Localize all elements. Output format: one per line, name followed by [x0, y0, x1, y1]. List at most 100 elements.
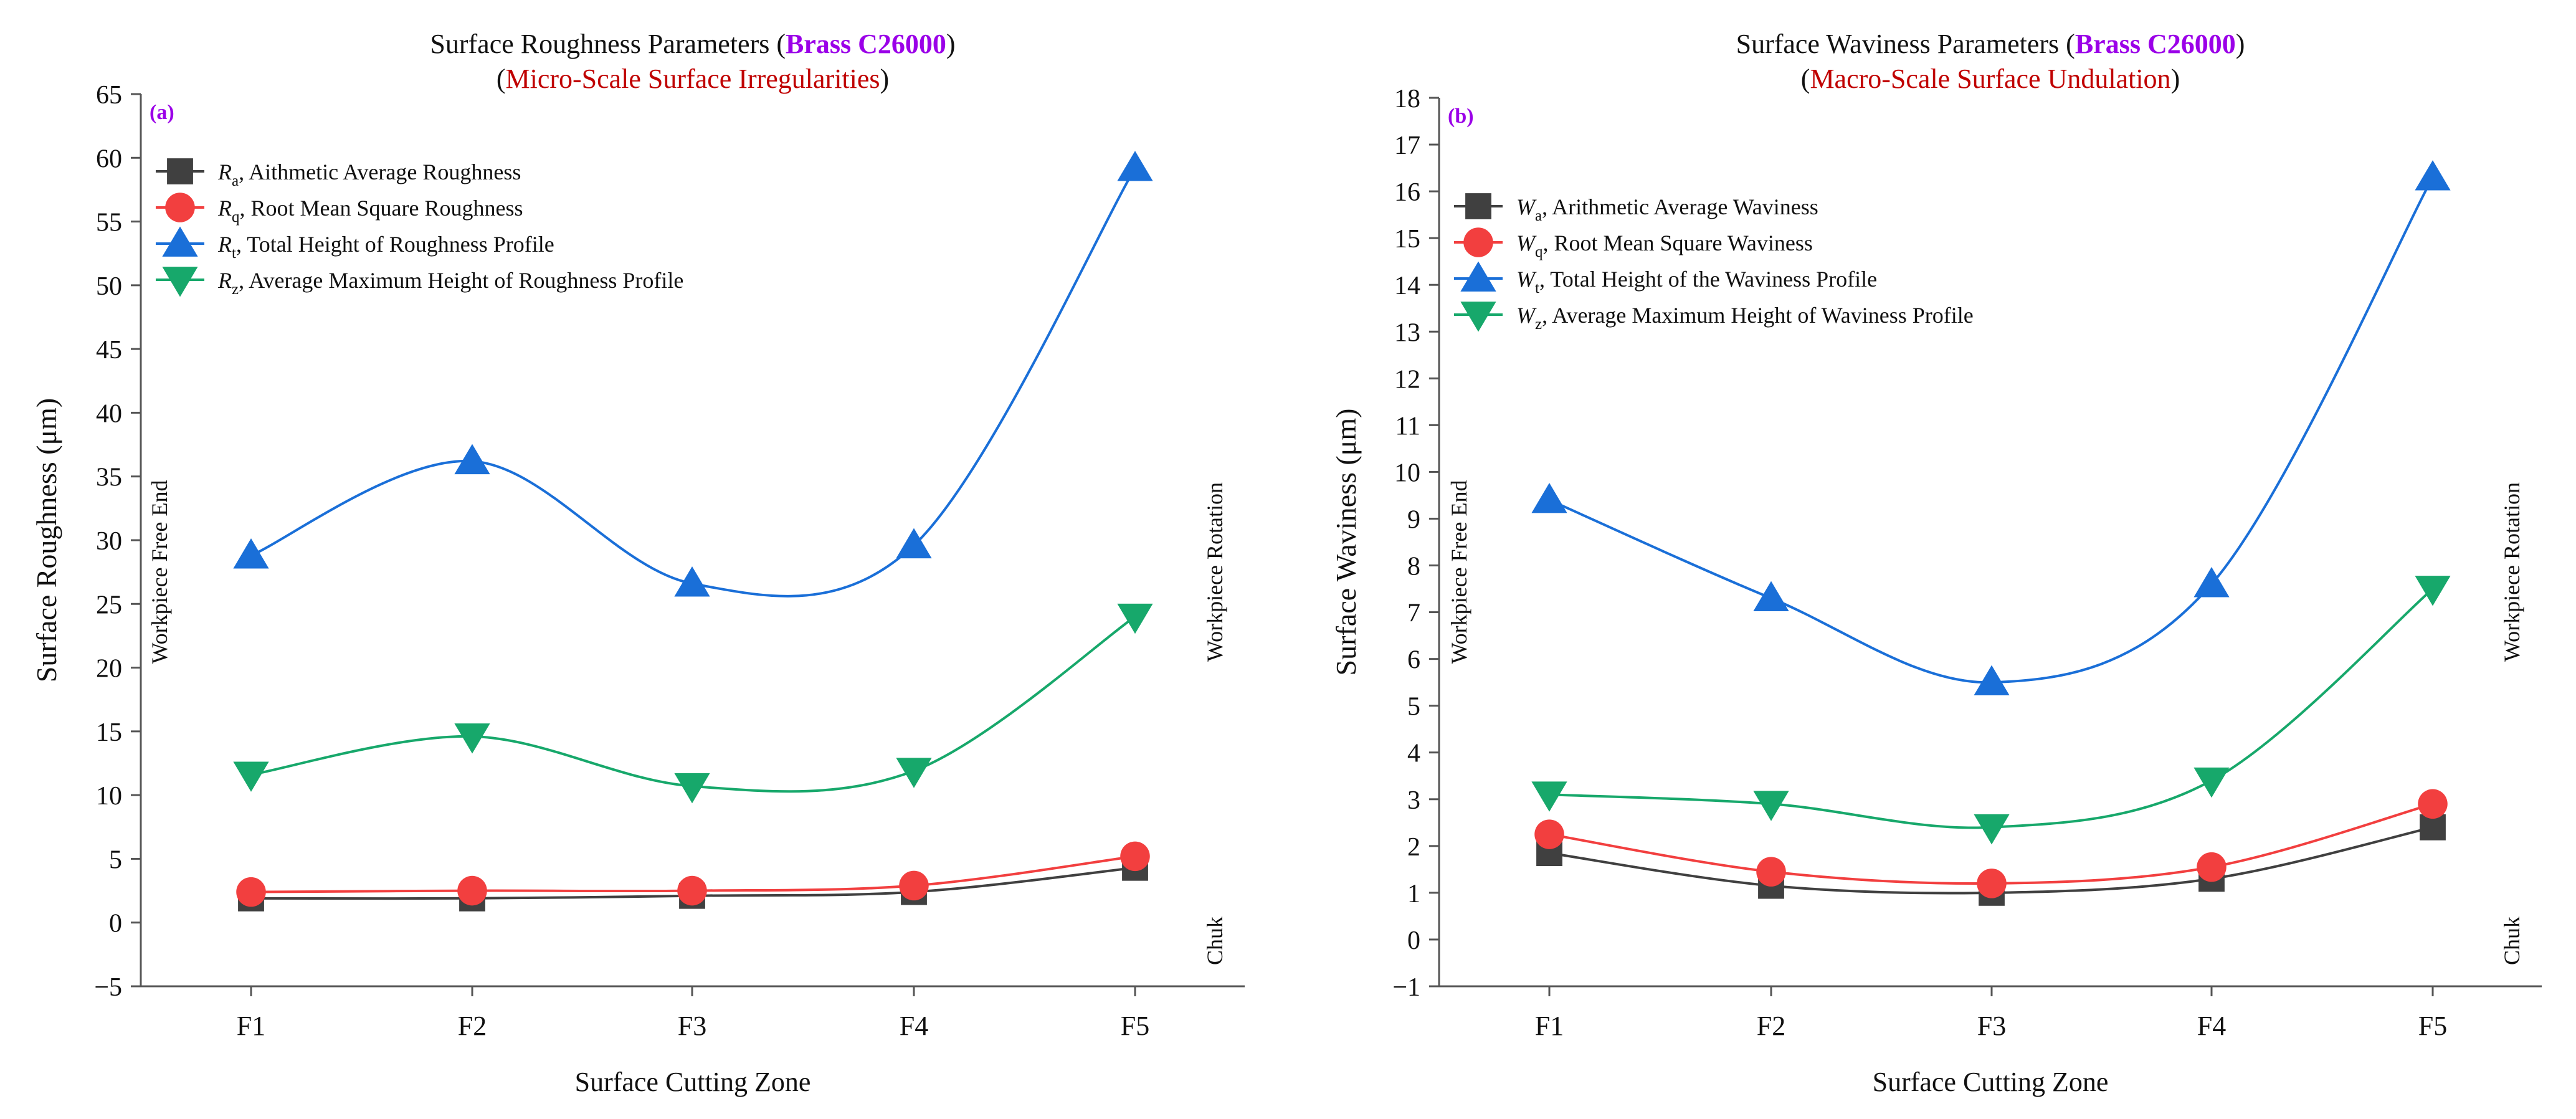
legend-name: , Total Height of the Waviness Profile: [1539, 267, 1877, 292]
legend-marker: [162, 267, 198, 297]
legend-name: , Root Mean Square Roughness: [240, 196, 523, 221]
data-point: [896, 758, 932, 788]
legend-subscript: z: [1535, 316, 1542, 333]
chart-subtitle: (Macro-Scale Surface Undulation): [1801, 64, 2180, 94]
series-line: [1549, 176, 2434, 684]
y-tick-label: 50: [96, 272, 122, 301]
y-tick-label: −1: [1392, 973, 1420, 1002]
y-tick-label: 18: [1394, 85, 1420, 113]
data-point: [1977, 869, 2007, 898]
x-tick-label: F2: [1757, 1011, 1785, 1041]
x-tick-label: F4: [2197, 1011, 2226, 1041]
data-point: [2418, 789, 2448, 819]
data-point: [2193, 567, 2230, 598]
y-tick-label: 65: [96, 81, 122, 110]
y-tick-label: 5: [1407, 693, 1420, 721]
chart-title: Surface Waviness Parameters (Brass C2600…: [1736, 29, 2245, 59]
data-point: [2193, 767, 2230, 798]
y-tick-label: 13: [1394, 318, 1420, 347]
series-Wz: [1531, 576, 2451, 845]
side-label-rotation: Workpiece Rotation: [2499, 482, 2524, 662]
series-Rz: [233, 603, 1153, 804]
chart-panel-a: Surface Roughness Parameters (Brass C260…: [31, 29, 1245, 1097]
legend: Wa, Arithmetic Average Waviness Wq, Root …: [1454, 193, 1974, 333]
data-point: [1531, 482, 1567, 513]
data-point: [2415, 576, 2451, 606]
legend-item: Ra, Aithmetic Average Roughness: [156, 158, 521, 189]
y-tick-label: 1: [1407, 880, 1420, 908]
legend-item: Wa, Arithmetic Average Waviness: [1454, 193, 1818, 224]
legend-marker: [1465, 193, 1491, 219]
y-tick-label: 15: [1394, 225, 1420, 254]
y-tick-label: 9: [1407, 505, 1420, 534]
legend-subscript: z: [232, 281, 239, 298]
legend-subscript: q: [232, 209, 240, 226]
legend-symbol: W: [1516, 303, 1537, 328]
data-point: [1753, 581, 1789, 611]
y-tick-label: 16: [1394, 178, 1420, 207]
legend: Ra, Aithmetic Average Roughness Rq, Root …: [156, 158, 683, 298]
side-label-free-end: Workpiece Free End: [1447, 480, 1471, 664]
x-axis-label: Surface Cutting Zone: [1873, 1067, 2109, 1097]
legend-item: Wt, Total Height of the Waviness Profile: [1454, 261, 1877, 297]
data-point: [1974, 665, 2010, 696]
legend-subscript: a: [232, 173, 239, 189]
y-tick-label: 10: [96, 782, 122, 811]
legend-subscript: a: [1535, 207, 1542, 224]
side-label-chuk: Chuk: [1202, 917, 1227, 965]
x-tick-label: F5: [2418, 1011, 2447, 1041]
y-tick-label: 55: [96, 209, 122, 237]
y-tick-label: 11: [1395, 412, 1420, 440]
chart-title-prefix: Surface Roughness Parameters (: [430, 29, 786, 59]
legend-marker: [1460, 261, 1496, 292]
legend-marker: [165, 193, 195, 222]
legend-symbol: W: [1516, 267, 1537, 292]
chart-title: Surface Roughness Parameters (Brass C260…: [430, 29, 955, 59]
data-point: [677, 875, 707, 906]
y-tick-label: 17: [1394, 131, 1420, 160]
legend-symbol: W: [1516, 194, 1537, 219]
chart-title-prefix: Surface Waviness Parameters (: [1736, 29, 2075, 59]
chart-subtitle-prefix: (: [1801, 64, 1810, 94]
x-tick-label: F1: [237, 1011, 265, 1041]
y-tick-label: 45: [96, 336, 122, 364]
legend-label: Rq, Root Mean Square Roughness: [217, 196, 523, 226]
chart-subtitle-text: Micro-Scale Surface Irregularities: [505, 64, 880, 94]
y-tick-label: 20: [96, 655, 122, 683]
legend-subscript: q: [1535, 244, 1543, 260]
side-label-free-end: Workpiece Free End: [147, 480, 172, 664]
legend-label: Wq, Root Mean Square Waviness: [1516, 231, 1813, 260]
y-axis-label: Surface Roughness (μm): [31, 398, 62, 682]
legend-name: , Aithmetic Average Roughness: [239, 160, 521, 184]
legend-name: , Average Maximum Height of Roughness Pr…: [239, 268, 683, 293]
y-tick-label: 0: [109, 910, 122, 938]
y-tick-label: 10: [1394, 459, 1420, 487]
data-point: [1120, 841, 1150, 872]
legend-subscript: t: [1535, 280, 1539, 297]
x-tick-label: F5: [1121, 1011, 1149, 1041]
data-point: [2415, 160, 2451, 191]
data-point: [1117, 603, 1153, 634]
legend-marker: [1463, 227, 1493, 257]
series-Wq: [1534, 789, 2448, 898]
legend-item: Rz, Average Maximum Height of Roughness …: [156, 267, 683, 298]
data-point: [233, 761, 269, 792]
data-point: [1531, 781, 1567, 812]
y-tick-label: −5: [94, 973, 122, 1002]
legend-marker: [162, 226, 198, 257]
y-tick-label: 14: [1394, 272, 1420, 300]
legend-label: Wt, Total Height of the Waviness Profile: [1516, 267, 1877, 297]
data-point: [454, 444, 490, 475]
y-tick-label: 30: [96, 527, 122, 556]
side-label-chuk: Chuk: [2499, 917, 2524, 965]
x-tick-label: F1: [1535, 1011, 1564, 1041]
chart-subtitle-suffix: ): [880, 64, 890, 94]
x-tick-label: F3: [1977, 1011, 2006, 1041]
panel-label: (b): [1448, 105, 1474, 128]
data-point: [674, 773, 710, 804]
chart-title-brand: Brass C26000: [786, 29, 946, 59]
legend-name: , Arithmetic Average Waviness: [1542, 194, 1818, 219]
legend-symbol: R: [217, 196, 232, 221]
data-point: [1117, 151, 1153, 181]
